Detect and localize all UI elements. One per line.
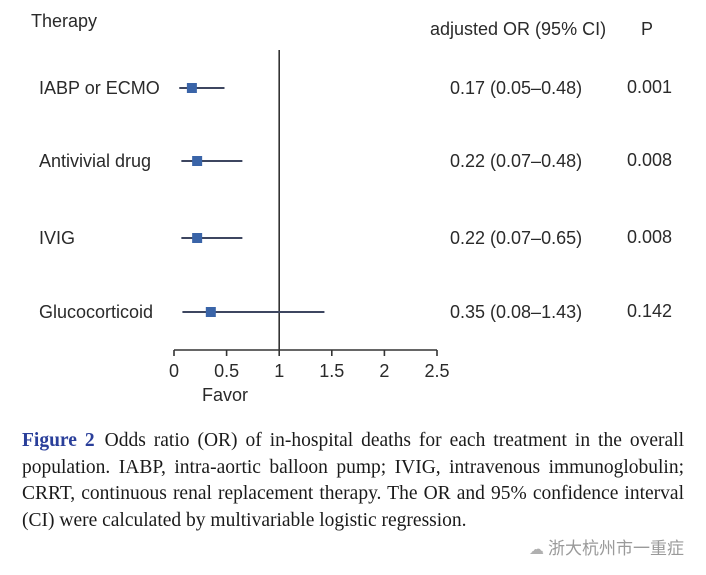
header-therapy: Therapy bbox=[31, 11, 97, 31]
or-marker bbox=[205, 307, 216, 317]
row-label: IVIG bbox=[39, 228, 75, 248]
caption-text: Odds ratio (OR) of in-hospital deaths fo… bbox=[22, 430, 684, 531]
p-value: 0.142 bbox=[627, 301, 672, 321]
x-axis-label: Favor bbox=[202, 385, 248, 405]
x-tick-label: 0.5 bbox=[214, 361, 239, 381]
p-value: 0.008 bbox=[627, 150, 672, 170]
p-value: 0.001 bbox=[627, 77, 672, 97]
or-marker bbox=[192, 156, 203, 166]
p-value: 0.008 bbox=[627, 227, 672, 247]
figure-label: Figure 2 bbox=[22, 430, 95, 451]
or-ci-value: 0.35 (0.08–1.43) bbox=[450, 302, 582, 322]
row-label: Glucocorticoid bbox=[39, 302, 153, 322]
header-p: P bbox=[641, 19, 653, 39]
or-ci-value: 0.22 (0.07–0.65) bbox=[450, 228, 582, 248]
x-tick-label: 2 bbox=[379, 361, 389, 381]
x-tick-label: 2.5 bbox=[424, 361, 449, 381]
x-tick-label: 1 bbox=[274, 361, 284, 381]
forest-plot: Therapy adjusted OR (95% CI) P 0 0.5 1 1.5 2… bbox=[31, 11, 672, 405]
chart-marks: 0 0.5 1 1.5 2 2.5 IABP or ECMO 0.17 (0.05–0.48)… bbox=[39, 50, 672, 381]
row-label: IABP or ECMO bbox=[39, 78, 160, 98]
watermark-text: 浙大杭州市一重症 bbox=[548, 539, 684, 559]
or-ci-value: 0.17 (0.05–0.48) bbox=[450, 78, 582, 98]
or-marker bbox=[186, 83, 197, 93]
watermark: ☁ 浙大杭州市一重症 bbox=[529, 534, 684, 559]
x-tick-label: 1.5 bbox=[319, 361, 344, 381]
row-label: Antivivial drug bbox=[39, 151, 151, 171]
x-tick-label: 0 bbox=[169, 361, 179, 381]
figure-caption: Figure 2 Odds ratio (OR) of in-hospital d… bbox=[22, 428, 684, 534]
or-ci-value: 0.22 (0.07–0.48) bbox=[450, 151, 582, 171]
wechat-icon: ☁ bbox=[529, 540, 544, 558]
or-marker bbox=[192, 233, 203, 243]
header-adjusted-or: adjusted OR (95% CI) bbox=[430, 19, 606, 39]
